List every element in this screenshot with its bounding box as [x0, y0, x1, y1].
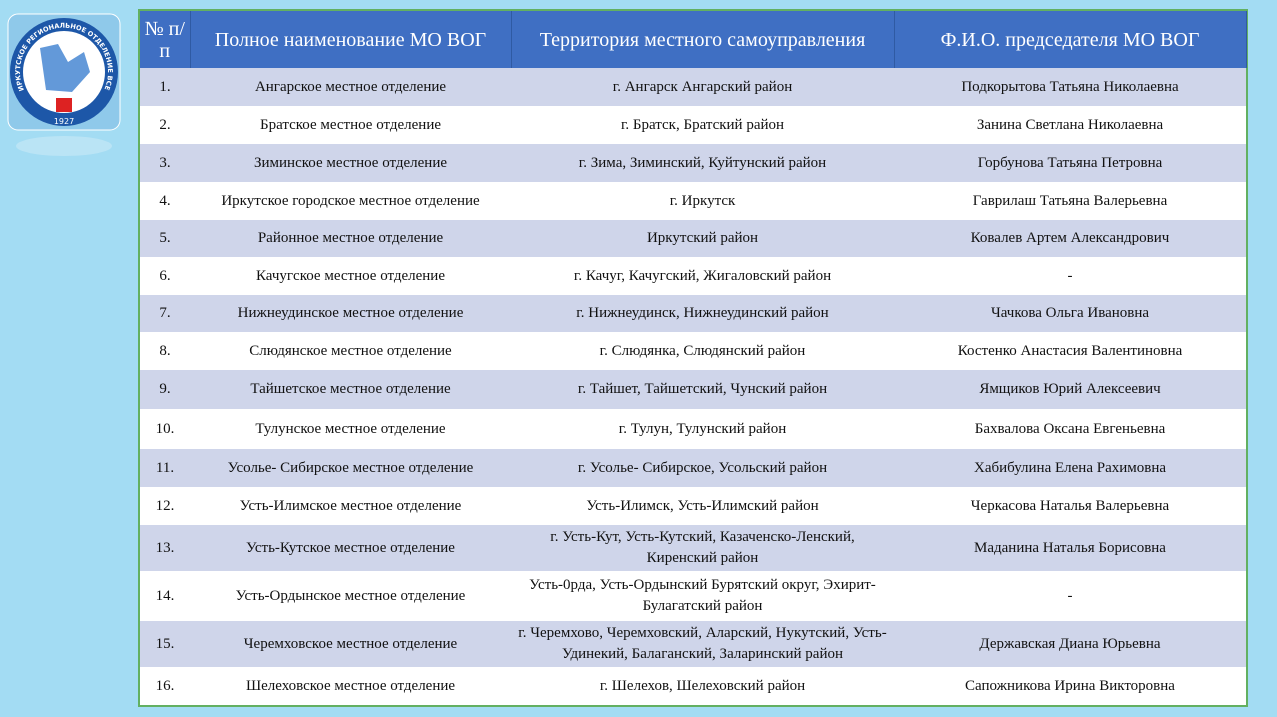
table-cell: г. Шелехов, Шелеховский район [511, 667, 894, 705]
table: № п/п Полное наименование МО ВОГ Территори… [140, 11, 1247, 705]
table-cell: г. Тулун, Тулунский район [511, 409, 894, 449]
table-cell: 6. [140, 257, 190, 295]
table-cell: Усть-0рда, Усть-Ордынский Бурятский окру… [511, 571, 894, 621]
table-cell: Усть-Ордынское местное отделение [190, 571, 511, 621]
table-cell: Державская Диана Юрьевна [894, 621, 1246, 667]
table-cell: Зиминское местное отделение [190, 144, 511, 182]
logo: ИРКУТСКОЕ РЕГИОНАЛЬНОЕ ОТДЕЛЕНИЕ ВСЕРОСС… [6, 12, 121, 156]
table-cell: 5. [140, 220, 190, 257]
table-cell: 4. [140, 182, 190, 220]
table-cell: 16. [140, 667, 190, 705]
table-cell: Братское местное отделение [190, 106, 511, 144]
table-cell: Занина Светлана Николаевна [894, 106, 1246, 144]
table-cell: - [894, 571, 1246, 621]
table-row: 10. Тулунское местное отделение г. Тулун, … [140, 409, 1246, 449]
header-cell: Полное наименование МО ВОГ [190, 11, 512, 68]
table-cell: г. Усолье- Сибирское, Усольский район [511, 449, 894, 487]
table-cell: 15. [140, 621, 190, 667]
table-cell: Ангарское местное отделение [190, 68, 511, 106]
table-row: 9. Тайшетское местное отделение г. Тайшет,… [140, 370, 1246, 409]
table-cell: Горбунова Татьяна Петровна [894, 144, 1246, 182]
table-cell: 13. [140, 525, 190, 571]
table-row: 11. Усолье- Сибирское местное отделение г.… [140, 449, 1246, 487]
table-cell: Бахвалова Оксана Евгеньевна [894, 409, 1246, 449]
table-cell: 12. [140, 487, 190, 525]
table-cell: Нижнеудинское местное отделение [190, 295, 511, 332]
table-cell: Усть-Илимск, Усть-Илимский район [511, 487, 894, 525]
table-cell: 14. [140, 571, 190, 621]
table-cell: - [894, 257, 1246, 295]
table-row: 6. Качугское местное отделение г. Качуг, К… [140, 257, 1246, 295]
table-cell: Гаврилаш Татьяна Валерьевна [894, 182, 1246, 220]
table-cell: Тулунское местное отделение [190, 409, 511, 449]
table-cell: Ямщиков Юрий Алексеевич [894, 370, 1246, 409]
header-cell: Территория местного самоуправления [511, 11, 895, 68]
logo-reflection [16, 136, 112, 156]
table-cell: 2. [140, 106, 190, 144]
table-row: 12. Усть-Илимское местное отделение Усть-И… [140, 487, 1246, 525]
table-cell: Сапожникова Ирина Викторовна [894, 667, 1246, 705]
table-row: 2. Братское местное отделение г. Братск, Б… [140, 106, 1246, 144]
table-row: 5. Районное местное отделение Иркутский ра… [140, 220, 1246, 257]
table-cell: 3. [140, 144, 190, 182]
table-row: 1. Ангарское местное отделение г. Ангарск … [140, 68, 1246, 106]
logo-hands [40, 44, 90, 92]
table-cell: Шелеховское местное отделение [190, 667, 511, 705]
table-cell: г. Иркутск [511, 182, 894, 220]
table-cell: Иркутский район [511, 220, 894, 257]
logo-emblem [56, 98, 72, 112]
table-row: 3. Зиминское местное отделение г. Зима, Зи… [140, 144, 1246, 182]
table-cell: Усть-Кутское местное отделение [190, 525, 511, 571]
table-cell: г. Слюдянка, Слюдянский район [511, 332, 894, 370]
table-cell: Усолье- Сибирское местное отделение [190, 449, 511, 487]
table-cell: 9. [140, 370, 190, 409]
table-cell: Ковалев Артем Александрович [894, 220, 1246, 257]
table-cell: 8. [140, 332, 190, 370]
table-row: 7. Нижнеудинское местное отделение г. Нижн… [140, 295, 1246, 332]
table-cell: г. Черемхово, Черемховский, Аларский, Ну… [511, 621, 894, 667]
table-cell: Слюдянское местное отделение [190, 332, 511, 370]
table-cell: г. Нижнеудинск, Нижнеудинский район [511, 295, 894, 332]
table-cell: Усть-Илимское местное отделение [190, 487, 511, 525]
header-row: № п/п Полное наименование МО ВОГ Территори… [140, 11, 1247, 68]
table-frame: № п/п Полное наименование МО ВОГ Территори… [138, 9, 1248, 707]
table-cell: г. Зима, Зиминский, Куйтунский район [511, 144, 894, 182]
table-cell: Черемховское местное отделение [190, 621, 511, 667]
table-cell: Чачкова Ольга Ивановна [894, 295, 1246, 332]
table-row: 14. Усть-Ордынское местное отделение Усть-… [140, 571, 1246, 621]
table-row: 4. Иркутское городское местное отделение г… [140, 182, 1246, 220]
table-cell: г. Тайшет, Тайшетский, Чунский район [511, 370, 894, 409]
header-cell: Ф.И.О. председателя МО ВОГ [894, 11, 1247, 68]
table-cell: Районное местное отделение [190, 220, 511, 257]
table-cell: г. Братск, Братский район [511, 106, 894, 144]
table-cell: г. Ангарск Ангарский район [511, 68, 894, 106]
table-cell: 11. [140, 449, 190, 487]
table-row: 15. Черемховское местное отделение г. Чере… [140, 621, 1246, 667]
table-cell: Черкасова Наталья Валерьевна [894, 487, 1246, 525]
table-cell: Подкорытова Татьяна Николаевна [894, 68, 1246, 106]
table-cell: Костенко Анастасия Валентиновна [894, 332, 1246, 370]
table-cell: г. Усть-Кут, Усть-Кутский, Казаченско-Ле… [511, 525, 894, 571]
table-cell: 10. [140, 409, 190, 449]
table-body: 1. Ангарское местное отделение г. Ангарск … [140, 68, 1246, 705]
table-cell: Тайшетское местное отделение [190, 370, 511, 409]
table-cell: Маданина Наталья Борисовна [894, 525, 1246, 571]
table-cell: Иркутское городское местное отделение [190, 182, 511, 220]
table-row: 13. Усть-Кутское местное отделение г. Усть… [140, 525, 1246, 571]
table-cell: Хабибулина Елена Рахимовна [894, 449, 1246, 487]
table-cell: 1. [140, 68, 190, 106]
table-cell: Качугское местное отделение [190, 257, 511, 295]
logo-year: 1927 [54, 117, 74, 126]
table-cell: 7. [140, 295, 190, 332]
table-cell: г. Качуг, Качугский, Жигаловский район [511, 257, 894, 295]
table-row: 8. Слюдянское местное отделение г. Слюдянк… [140, 332, 1246, 370]
header-cell: № п/п [140, 11, 191, 68]
table-row: 16. Шелеховское местное отделение г. Шелех… [140, 667, 1246, 705]
